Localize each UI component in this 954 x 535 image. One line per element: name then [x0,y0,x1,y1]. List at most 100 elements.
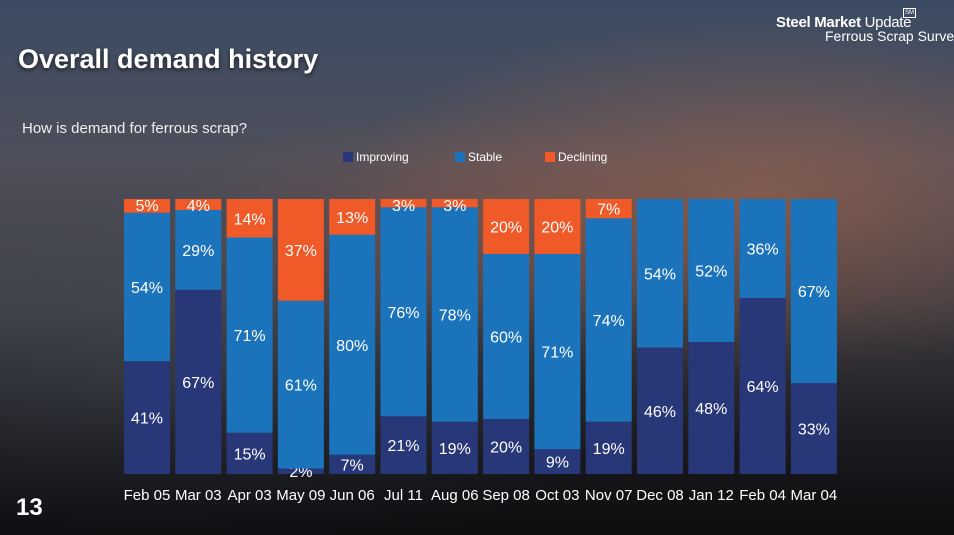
data-label-stable-mar-04: 67% [798,284,830,301]
logo-brand: Steel Market Update [776,14,912,31]
x-tick-label-nov-07: Nov 07 [585,487,633,504]
bar-declining-aug-06 [431,199,478,208]
data-label-improving-mar-04: 33% [798,422,830,439]
data-label-declining-apr-03: 14% [234,211,266,228]
bar-improving-dec-08 [637,347,683,474]
legend-label-improving: Improving [356,150,409,164]
legend-label-declining: Declining [558,150,608,164]
legend-item-declining: Declining [545,150,607,164]
x-tick-label-feb-05: Feb 05 [124,487,171,504]
x-tick-label-sep-08: Sep 08 [482,487,530,504]
bar-stable-jan-12 [688,199,735,342]
data-label-improving-jan-12: 48% [695,401,727,418]
steel-market-update-logo: Steel Market Update Ferrous Scrap Survey… [776,8,954,48]
bar-improving-apr-03 [226,432,273,474]
data-label-declining-may-09: 37% [285,243,317,260]
data-label-stable-sep-08: 60% [490,330,522,347]
bar-declining-jun-06 [329,199,376,235]
x-tick-label-may-09: May 09 [276,487,325,504]
data-label-declining-sep-08: 20% [490,220,522,237]
bar-declining-nov-07 [585,199,632,219]
bar-improving-nov-07 [585,421,632,474]
x-tick-label-jul-11: Jul 11 [384,487,423,504]
page-title: Overall demand history [18,44,319,74]
data-label-stable-jul-11: 76% [387,305,419,322]
bar-improving-feb-04 [739,298,786,474]
bar-stable-nov-07 [585,218,632,422]
bar-improving-sep-08 [483,419,530,474]
bar-stable-jun-06 [329,234,376,455]
data-label-stable-feb-04: 36% [747,242,779,259]
bar-stable-dec-08 [637,199,683,348]
bar-improving-jun-06 [329,454,376,474]
legend-swatch-declining [545,152,555,162]
bar-stable-mar-04 [790,199,837,384]
data-label-stable-jan-12: 52% [695,264,727,281]
data-label-declining-aug-06: 3% [443,198,466,215]
bar-stable-mar-03 [175,210,222,290]
legend-swatch-stable [455,152,465,162]
data-label-improving-apr-03: 15% [234,446,266,463]
data-label-declining-feb-05: 5% [135,198,158,215]
bar-declining-oct-03 [534,199,581,254]
legend-item-improving: Improving [343,150,409,164]
data-label-improving-jul-11: 21% [387,438,419,455]
x-tick-label-apr-03: Apr 03 [227,487,271,504]
bar-stable-aug-06 [431,207,478,422]
x-tick-label-aug-06: Aug 06 [431,487,479,504]
data-label-declining-nov-07: 7% [597,202,620,219]
bar-stable-feb-04 [739,199,786,298]
bar-improving-aug-06 [431,421,478,474]
data-label-stable-oct-03: 71% [541,345,573,362]
x-tick-label-mar-03: Mar 03 [175,487,222,504]
bar-stable-jul-11 [380,207,427,417]
data-label-stable-mar-03: 29% [182,243,214,260]
data-label-stable-feb-05: 54% [131,280,163,297]
data-label-improving-feb-04: 64% [747,379,779,396]
data-label-stable-jun-06: 80% [336,338,368,355]
logo-badge: SM [903,8,916,18]
logo-brand-bold: Steel Market [776,14,861,31]
bar-stable-apr-03 [226,237,273,433]
bar-improving-mar-04 [790,383,837,474]
data-label-improving-oct-03: 9% [546,455,569,472]
bar-declining-feb-05 [124,199,170,213]
data-label-declining-jul-11: 3% [392,198,415,215]
logo-product: Ferrous Scrap Survey [825,28,954,44]
legend-label-stable: Stable [468,150,503,164]
data-label-declining-oct-03: 20% [541,220,573,237]
bar-improving-jan-12 [688,342,735,474]
bar-improving-jul-11 [380,416,427,474]
bar-improving-mar-03 [175,289,222,474]
page-number: 13 [16,494,43,521]
chart-question: How is demand for ferrous scrap? [22,120,248,137]
x-tick-label-feb-04: Feb 04 [739,487,786,504]
data-label-declining-mar-03: 4% [187,198,210,215]
bar-improving-feb-05 [124,361,170,474]
data-label-improving-sep-08: 20% [490,440,522,457]
data-label-stable-may-09: 61% [285,378,317,395]
legend-item-stable: Stable [455,150,502,164]
bar-improving-oct-03 [534,449,581,474]
data-label-stable-nov-07: 74% [593,313,625,330]
data-label-improving-aug-06: 19% [439,441,471,458]
data-label-declining-jun-06: 13% [336,210,368,227]
bar-declining-jul-11 [380,199,427,208]
bar-declining-mar-03 [175,199,222,210]
data-label-improving-nov-07: 19% [593,441,625,458]
bar-declining-apr-03 [226,199,273,238]
x-tick-label-oct-03: Oct 03 [535,487,579,504]
bar-declining-sep-08 [483,199,530,254]
x-tick-label-dec-08: Dec 08 [636,487,684,504]
legend-swatch-improving [343,152,353,162]
logo-brand-light: Update [860,14,912,31]
data-label-improving-dec-08: 46% [644,404,676,421]
bar-stable-may-09 [277,300,324,469]
bar-improving-may-09 [277,468,324,474]
data-label-stable-apr-03: 71% [234,328,266,345]
data-label-stable-aug-06: 78% [439,308,471,325]
data-label-improving-mar-03: 67% [182,375,214,392]
bar-stable-feb-05 [124,212,170,362]
x-tick-label-mar-04: Mar 04 [791,487,838,504]
